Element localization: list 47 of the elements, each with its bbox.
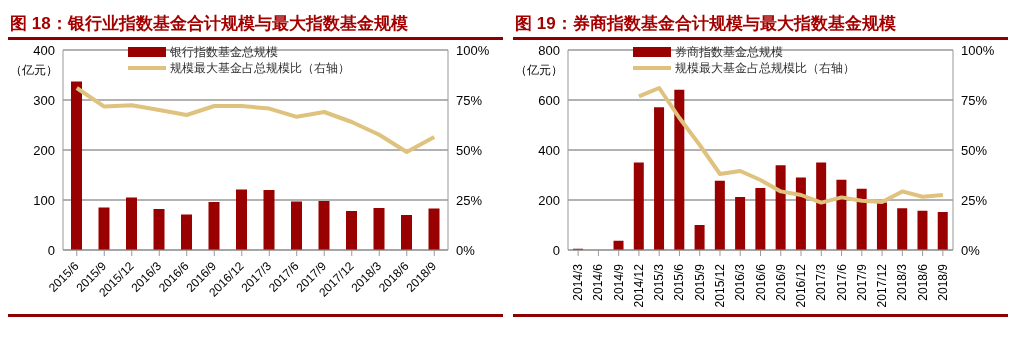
y-tick-label: 100 — [33, 192, 55, 208]
x-tick-label: 2018/6 — [915, 263, 930, 301]
x-tick-label: 2017/9 — [854, 263, 869, 301]
y-axis-title: （亿元） — [515, 62, 563, 79]
legend-label: 券商指数基金总规模 — [675, 43, 783, 61]
x-tick-label: 2018/9 — [935, 263, 950, 301]
y2-tick-label: 50% — [961, 142, 988, 158]
y2-tick-label: 75% — [456, 92, 483, 108]
x-tick-label: 2018/3 — [895, 263, 910, 301]
y2-tick-label: 100% — [456, 42, 490, 58]
x-tick-label: 2016/12 — [794, 263, 809, 308]
x-tick-label: 2016/3 — [733, 263, 748, 301]
chart-title: 图 18：银行业指数基金合计规模与最大指数基金规模 — [8, 8, 503, 40]
y-tick-label: 300 — [33, 92, 55, 108]
y-tick-label: 200 — [33, 142, 55, 158]
x-tick-label: 2014/6 — [591, 263, 606, 301]
x-tick-label: 2015/9 — [692, 263, 707, 301]
x-tick-label: 2017/12 — [875, 263, 890, 308]
x-tick-label: 2016/9 — [773, 263, 788, 301]
x-tick-label: 2014/12 — [631, 263, 646, 308]
x-tick-label: 2017/3 — [814, 263, 829, 301]
y2-tick-label: 0% — [961, 242, 981, 258]
chart-title: 图 19：券商指数基金合计规模与最大指数基金规模 — [513, 8, 1008, 40]
y-tick-label: 800 — [538, 42, 560, 58]
legend-label: 规模最大基金占总规模比（右轴） — [170, 59, 350, 77]
x-tick-label: 2014/9 — [611, 263, 626, 301]
y2-tick-label: 50% — [456, 142, 483, 158]
y-tick-label: 0 — [47, 242, 55, 258]
y-tick-label: 200 — [538, 192, 560, 208]
y-tick-label: 400 — [33, 42, 55, 58]
y2-tick-label: 100% — [961, 42, 995, 58]
y2-tick-label: 25% — [961, 192, 988, 208]
x-tick-label: 2015/6 — [672, 263, 687, 301]
y-axis-title: （亿元） — [10, 62, 58, 79]
legend-label: 银行指数基金总规模 — [170, 43, 278, 61]
x-tick-label: 2017/6 — [834, 263, 849, 301]
y-tick-label: 400 — [538, 142, 560, 158]
x-tick-label: 2015/3 — [652, 263, 667, 301]
y2-tick-label: 0% — [456, 242, 476, 258]
x-tick-label: 2014/3 — [571, 263, 586, 301]
legend-label: 规模最大基金占总规模比（右轴） — [675, 59, 855, 77]
x-tick-label: 2015/12 — [712, 263, 727, 308]
x-tick-label: 2016/6 — [753, 263, 768, 301]
y-tick-label: 0 — [552, 242, 560, 258]
y2-tick-label: 75% — [961, 92, 988, 108]
y2-tick-label: 25% — [456, 192, 483, 208]
y-tick-label: 600 — [538, 92, 560, 108]
